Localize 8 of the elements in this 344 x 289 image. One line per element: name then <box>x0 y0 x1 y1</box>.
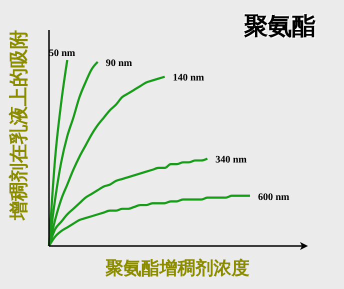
y-axis-title: 增稠剂在乳液上的吸附 <box>8 30 30 221</box>
series-label: 90 nm <box>106 58 133 69</box>
series-label: 340 nm <box>215 154 248 166</box>
series-label: 140 nm <box>172 72 205 84</box>
series-label: 600 nm <box>258 192 290 203</box>
series-label: 50 nm <box>48 48 76 59</box>
x-axis-title: 聚氨酯增稠剂浓度 <box>104 257 250 280</box>
chart-title: 聚氨酯 <box>244 11 316 42</box>
